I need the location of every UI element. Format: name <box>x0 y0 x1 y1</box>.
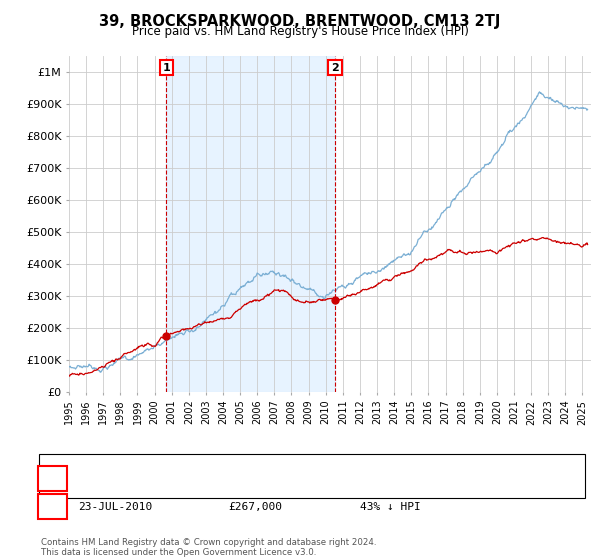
Bar <box>166 56 335 392</box>
Text: HPI: Average price, detached house, Brentwood: HPI: Average price, detached house, Bren… <box>105 482 354 492</box>
Text: Contains HM Land Registry data © Crown copyright and database right 2024.
This d: Contains HM Land Registry data © Crown c… <box>41 538 376 557</box>
Text: 23-JUL-2010: 23-JUL-2010 <box>78 502 152 512</box>
Text: £155,500: £155,500 <box>228 474 282 484</box>
Text: £267,000: £267,000 <box>228 502 282 512</box>
Text: Price paid vs. HM Land Registry's House Price Index (HPI): Price paid vs. HM Land Registry's House … <box>131 25 469 38</box>
Text: 39, BROCKSPARKWOOD, BRENTWOOD, CM13 2TJ (detached house): 39, BROCKSPARKWOOD, BRENTWOOD, CM13 2TJ … <box>105 464 455 474</box>
Text: 1: 1 <box>48 472 56 486</box>
Text: 2: 2 <box>48 500 56 514</box>
Text: 1: 1 <box>163 63 170 73</box>
Text: 2: 2 <box>331 63 339 73</box>
Text: 08-SEP-2000: 08-SEP-2000 <box>78 474 152 484</box>
Text: 39, BROCKSPARKWOOD, BRENTWOOD, CM13 2TJ: 39, BROCKSPARKWOOD, BRENTWOOD, CM13 2TJ <box>100 14 500 29</box>
Text: 43% ↓ HPI: 43% ↓ HPI <box>360 502 421 512</box>
Text: 42% ↓ HPI: 42% ↓ HPI <box>360 474 421 484</box>
